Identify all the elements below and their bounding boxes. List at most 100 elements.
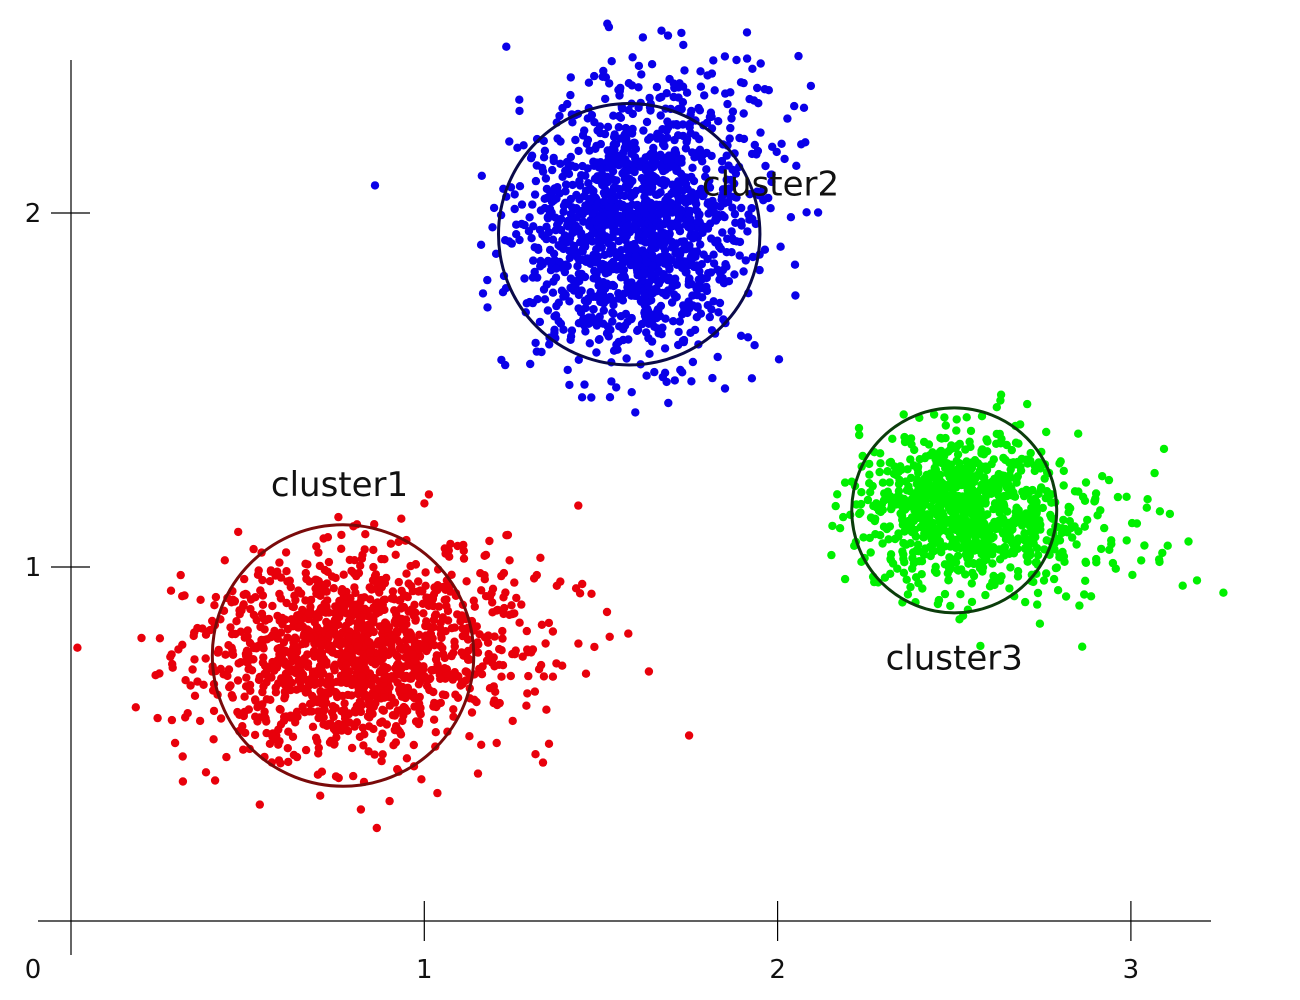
data-point-cluster1 bbox=[416, 708, 425, 717]
data-point-cluster1 bbox=[241, 589, 250, 599]
data-point-cluster1 bbox=[210, 776, 220, 785]
data-point-cluster1 bbox=[457, 648, 466, 657]
x-ticks: 0 1 2 3 bbox=[25, 901, 1139, 985]
data-point-cluster2 bbox=[760, 85, 769, 94]
data-point-cluster2 bbox=[545, 245, 555, 255]
data-point-cluster3 bbox=[957, 565, 966, 574]
data-point-cluster2 bbox=[718, 165, 727, 174]
data-point-cluster1 bbox=[286, 711, 295, 720]
data-point-cluster3 bbox=[965, 487, 975, 497]
data-point-cluster2 bbox=[616, 273, 626, 282]
data-point-cluster3 bbox=[912, 488, 921, 498]
data-point-cluster2 bbox=[662, 204, 671, 213]
data-point-cluster1 bbox=[522, 626, 531, 636]
data-point-cluster3 bbox=[909, 461, 919, 470]
data-point-cluster3 bbox=[913, 540, 923, 549]
data-point-cluster1 bbox=[331, 573, 340, 583]
data-point-cluster3 bbox=[900, 505, 910, 514]
data-point-cluster2 bbox=[515, 106, 524, 116]
data-point-cluster2 bbox=[586, 288, 595, 297]
data-point-cluster3 bbox=[942, 482, 951, 491]
data-point-cluster1 bbox=[288, 732, 298, 741]
data-point-cluster1 bbox=[396, 604, 406, 613]
data-point-cluster1 bbox=[410, 665, 419, 674]
data-point-cluster1 bbox=[281, 548, 291, 557]
data-point-cluster1 bbox=[291, 668, 300, 678]
data-point-cluster3 bbox=[1086, 592, 1096, 601]
data-point-cluster1 bbox=[258, 591, 268, 600]
data-point-cluster3 bbox=[1083, 515, 1092, 525]
data-point-cluster2 bbox=[624, 79, 634, 88]
data-point-cluster3 bbox=[1059, 466, 1069, 476]
data-point-cluster2 bbox=[766, 204, 775, 213]
data-point-cluster1 bbox=[493, 700, 502, 710]
cluster-labels: cluster1 cluster2 cluster3 bbox=[271, 164, 1023, 678]
data-point-cluster1 bbox=[289, 602, 298, 612]
data-point-cluster2 bbox=[731, 218, 740, 227]
data-point-cluster3 bbox=[882, 524, 892, 534]
data-point-cluster3 bbox=[1090, 497, 1099, 506]
data-point-cluster2 bbox=[647, 59, 657, 69]
data-point-cluster1 bbox=[574, 501, 583, 510]
data-point-cluster3 bbox=[953, 450, 963, 459]
data-point-cluster3 bbox=[1122, 536, 1131, 545]
data-point-cluster1 bbox=[262, 678, 271, 687]
data-point-cluster2 bbox=[575, 238, 585, 247]
data-point-cluster1 bbox=[534, 665, 544, 674]
data-point-cluster2 bbox=[702, 282, 711, 291]
data-point-cluster3 bbox=[991, 524, 1000, 534]
data-point-cluster2 bbox=[663, 31, 673, 40]
data-point-cluster1 bbox=[485, 536, 494, 546]
data-point-cluster2 bbox=[536, 262, 545, 271]
data-point-cluster2 bbox=[559, 207, 568, 216]
data-point-cluster2 bbox=[600, 197, 609, 206]
data-point-cluster1 bbox=[440, 595, 449, 605]
data-point-cluster2 bbox=[536, 206, 546, 215]
data-point-cluster3 bbox=[909, 526, 919, 535]
data-point-cluster1 bbox=[446, 539, 455, 549]
data-point-cluster3 bbox=[955, 615, 964, 624]
data-point-cluster2 bbox=[688, 357, 698, 367]
data-point-cluster1 bbox=[275, 704, 284, 714]
data-point-cluster1 bbox=[137, 633, 146, 643]
data-point-cluster1 bbox=[249, 643, 259, 653]
data-point-cluster2 bbox=[513, 143, 522, 152]
data-point-cluster1 bbox=[379, 706, 388, 715]
data-point-cluster1 bbox=[240, 633, 249, 642]
data-point-cluster1 bbox=[222, 752, 231, 762]
data-point-cluster2 bbox=[561, 180, 571, 189]
data-point-cluster2 bbox=[661, 314, 670, 323]
data-point-cluster2 bbox=[726, 88, 735, 97]
data-point-cluster2 bbox=[555, 257, 564, 267]
data-point-cluster2 bbox=[745, 215, 754, 224]
data-point-cluster3 bbox=[1036, 464, 1045, 473]
data-point-cluster2 bbox=[627, 149, 636, 158]
data-point-cluster3 bbox=[947, 476, 956, 485]
data-point-cluster3 bbox=[970, 520, 979, 529]
data-point-cluster1 bbox=[587, 589, 596, 598]
data-point-cluster3 bbox=[1000, 491, 1009, 501]
data-point-cluster1 bbox=[358, 612, 367, 622]
data-point-cluster3 bbox=[1184, 537, 1193, 546]
data-point-cluster3 bbox=[971, 458, 980, 467]
data-point-cluster2 bbox=[728, 107, 738, 116]
data-point-cluster2 bbox=[684, 297, 693, 306]
data-point-cluster1 bbox=[490, 662, 499, 671]
data-point-cluster2 bbox=[610, 247, 619, 256]
data-point-cluster1 bbox=[241, 728, 250, 738]
data-point-cluster2 bbox=[633, 255, 643, 264]
data-point-cluster2 bbox=[614, 123, 623, 132]
data-point-cluster2 bbox=[616, 312, 626, 321]
data-point-cluster2 bbox=[605, 210, 615, 219]
data-point-cluster2 bbox=[628, 109, 637, 119]
data-point-cluster1 bbox=[258, 642, 268, 651]
data-point-cluster3 bbox=[857, 488, 866, 497]
data-point-cluster1 bbox=[245, 680, 255, 690]
data-point-cluster2 bbox=[606, 325, 615, 334]
x-tick-label: 2 bbox=[769, 955, 786, 985]
data-point-cluster1 bbox=[483, 638, 493, 647]
data-point-cluster1 bbox=[266, 566, 276, 575]
data-point-cluster3 bbox=[958, 506, 967, 515]
data-point-cluster1 bbox=[300, 675, 309, 684]
cluster-label: cluster2 bbox=[702, 164, 839, 204]
